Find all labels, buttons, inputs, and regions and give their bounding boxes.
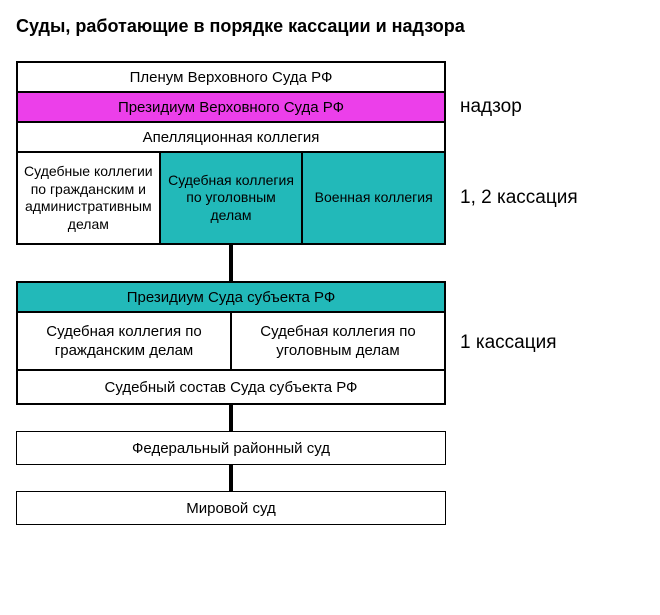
side-labels-subject: 1 кассация	[446, 328, 626, 358]
connector-2	[229, 405, 233, 431]
college-civil-admin: Судебные коллегии по гражданским и админ…	[17, 152, 160, 244]
page-title: Суды, работающие в порядке кассации и на…	[16, 16, 644, 37]
subject-colleges: Судебная коллегия по гражданским делам С…	[17, 312, 445, 370]
district-court: Федеральный районный суд	[16, 431, 446, 465]
subject-presidium: Президиум Суда субъекта РФ	[17, 282, 445, 312]
mirovoy-court: Мировой суд	[16, 491, 446, 525]
connector-3	[229, 465, 233, 491]
label-nadzor: надзор	[460, 92, 626, 122]
side-labels-top: надзор 1, 2 кассация	[446, 62, 626, 244]
subject-civil: Судебная коллегия по гражданским делам	[17, 312, 231, 370]
subject-court-block: Президиум Суда субъекта РФ Судебная колл…	[16, 281, 446, 405]
connector-1	[229, 245, 233, 281]
subject-composition: Судебный состав Суда субъекта РФ	[17, 370, 445, 404]
diagram: Пленум Верховного Суда РФ Президиум Верх…	[16, 61, 636, 525]
supreme-plenum: Пленум Верховного Суда РФ	[17, 62, 445, 92]
label-kass1: 1 кассация	[460, 328, 626, 358]
subject-criminal: Судебная коллегия по уголовным делам	[231, 312, 445, 370]
label-kass12: 1, 2 кассация	[460, 152, 626, 244]
supreme-appeal: Апелляционная коллегия	[17, 122, 445, 152]
supreme-presidium: Президиум Верховного Суда РФ	[17, 92, 445, 122]
college-criminal: Судебная коллегия по уголовным делам	[160, 152, 303, 244]
college-military: Военная коллегия	[302, 152, 445, 244]
supreme-colleges: Судебные коллегии по гражданским и админ…	[17, 152, 445, 244]
supreme-court-block: Пленум Верховного Суда РФ Президиум Верх…	[16, 61, 446, 245]
